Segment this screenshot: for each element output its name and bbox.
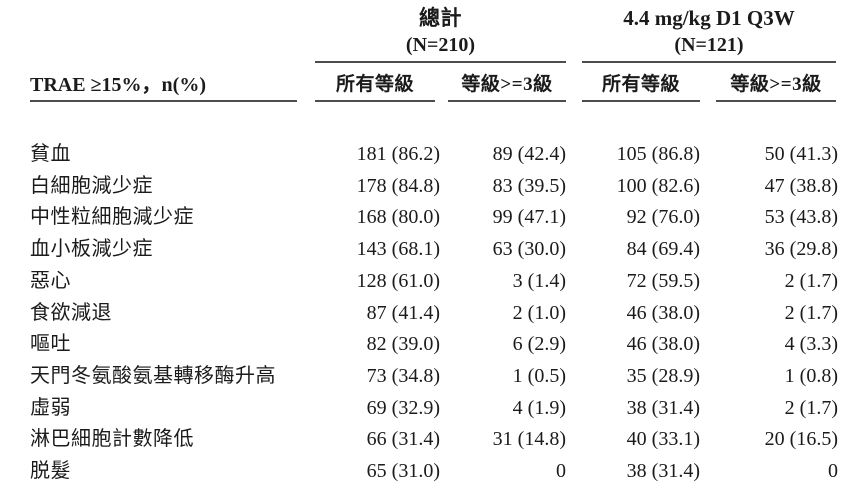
table-row: 貧血 181 (86.2) 89 (42.4) 105 (86.8) 50 (4… xyxy=(0,141,865,167)
group-n-dose: (N=121) xyxy=(674,34,744,56)
rule-col-dose-all-grades xyxy=(582,100,700,102)
table-row: 虛弱 69 (32.9) 4 (1.9) 38 (31.4) 2 (1.7) xyxy=(0,395,865,421)
table-row: 嘔吐 82 (39.0) 6 (2.9) 46 (38.0) 4 (3.3) xyxy=(0,331,865,357)
total-all-grades-value: 82 (39.0) xyxy=(366,333,440,356)
group-n-total: (N=210) xyxy=(405,34,476,56)
dose-grade3plus-value: 53 (43.8) xyxy=(764,206,838,229)
total-grade3plus-value: 63 (30.0) xyxy=(492,238,566,261)
col-header-total-all-grades: 所有等級 xyxy=(335,74,414,95)
dose-all-grades-value: 46 (38.0) xyxy=(626,301,700,324)
total-all-grades-value: 168 (80.0) xyxy=(356,206,440,229)
group-header-total: 總計 xyxy=(419,6,462,30)
dose-all-grades-value: 92 (76.0) xyxy=(626,206,700,229)
total-grade3plus-value: 0 xyxy=(556,460,566,482)
dose-grade3plus-value: 50 (41.3) xyxy=(764,143,838,165)
adverse-event-label: 脱髮 xyxy=(30,460,71,482)
adverse-event-label: 虛弱 xyxy=(30,396,71,419)
dose-grade3plus-value: 2 (1.7) xyxy=(784,269,838,292)
col-header-total-grade3plus: 等級>=3級 xyxy=(461,74,553,95)
dose-all-grades-value: 38 (31.4) xyxy=(626,460,700,482)
table-row: 食欲減退 87 (41.4) 2 (1.0) 46 (38.0) 2 (1.7) xyxy=(0,300,865,326)
col-header-dose-grade3plus: 等級>=3級 xyxy=(730,74,822,95)
total-all-grades-value: 87 (41.4) xyxy=(366,301,440,324)
table-row: 血小板減少症 143 (68.1) 63 (30.0) 84 (69.4) 36… xyxy=(0,236,865,262)
total-all-grades-value: 178 (84.8) xyxy=(356,174,440,197)
adverse-event-label: 食欲減退 xyxy=(30,301,112,324)
table-row: 白細胞減少症 178 (84.8) 83 (39.5) 100 (82.6) 4… xyxy=(0,173,865,199)
total-all-grades-value: 143 (68.1) xyxy=(356,238,440,261)
dose-grade3plus-value: 1 (0.8) xyxy=(784,364,838,387)
dose-grade3plus-value: 4 (3.3) xyxy=(784,333,838,356)
total-grade3plus-value: 83 (39.5) xyxy=(492,174,566,197)
dose-grade3plus-value: 2 (1.7) xyxy=(784,396,838,419)
adverse-event-label: 淋巴細胞計數降低 xyxy=(30,428,194,451)
rule-under-row-header xyxy=(30,100,297,102)
total-all-grades-value: 128 (61.0) xyxy=(356,269,440,292)
col-header-dose-all-grades: 所有等級 xyxy=(601,74,680,95)
dose-grade3plus-value: 47 (38.8) xyxy=(764,174,838,197)
rule-under-dose-group xyxy=(582,61,836,63)
rule-col-total-all-grades xyxy=(315,100,435,102)
table-row: 惡心 128 (61.0) 3 (1.4) 72 (59.5) 2 (1.7) xyxy=(0,268,865,294)
table-row: 中性粒細胞減少症 168 (80.0) 99 (47.1) 92 (76.0) … xyxy=(0,204,865,230)
dose-all-grades-value: 35 (28.9) xyxy=(626,364,700,387)
dose-all-grades-value: 100 (82.6) xyxy=(616,174,700,197)
total-grade3plus-value: 99 (47.1) xyxy=(492,206,566,229)
table-row: 脱髮 65 (31.0) 0 38 (31.4) 0 xyxy=(0,458,865,484)
row-header-label: TRAE ≥15%，n(%) xyxy=(30,74,206,96)
table-row: 天門冬氨酸氨基轉移酶升高 73 (34.8) 1 (0.5) 35 (28.9)… xyxy=(0,363,865,389)
total-grade3plus-value: 89 (42.4) xyxy=(492,143,566,165)
dose-all-grades-value: 46 (38.0) xyxy=(626,333,700,356)
dose-all-grades-value: 105 (86.8) xyxy=(616,143,700,165)
total-all-grades-value: 66 (31.4) xyxy=(366,428,440,451)
adverse-event-label: 白細胞減少症 xyxy=(30,174,153,197)
dose-all-grades-value: 40 (33.1) xyxy=(626,428,700,451)
dose-all-grades-value: 72 (59.5) xyxy=(626,269,700,292)
total-all-grades-value: 65 (31.0) xyxy=(366,460,440,482)
total-all-grades-value: 181 (86.2) xyxy=(356,143,440,165)
rule-col-total-grade3plus xyxy=(448,100,566,102)
group-header-dose: 4.4 mg/kg D1 Q3W xyxy=(623,6,795,30)
total-grade3plus-value: 1 (0.5) xyxy=(512,364,566,387)
total-grade3plus-value: 31 (14.8) xyxy=(492,428,566,451)
adverse-event-label: 天門冬氨酸氨基轉移酶升高 xyxy=(30,364,276,387)
dose-all-grades-value: 38 (31.4) xyxy=(626,396,700,419)
total-grade3plus-value: 4 (1.9) xyxy=(512,396,566,419)
dose-grade3plus-value: 2 (1.7) xyxy=(784,301,838,324)
total-all-grades-value: 73 (34.8) xyxy=(366,364,440,387)
adverse-event-label: 血小板減少症 xyxy=(30,238,153,261)
dose-all-grades-value: 84 (69.4) xyxy=(626,238,700,261)
adverse-event-label: 惡心 xyxy=(30,269,71,292)
dose-grade3plus-value: 20 (16.5) xyxy=(764,428,838,451)
dose-grade3plus-value: 0 xyxy=(828,460,838,482)
adverse-event-label: 中性粒細胞減少症 xyxy=(30,206,194,229)
total-grade3plus-value: 6 (2.9) xyxy=(512,333,566,356)
adverse-event-label: 貧血 xyxy=(30,143,71,165)
total-all-grades-value: 69 (32.9) xyxy=(366,396,440,419)
total-grade3plus-value: 3 (1.4) xyxy=(512,269,566,292)
rule-col-dose-grade3plus xyxy=(716,100,836,102)
table-row: 淋巴細胞計數降低 66 (31.4) 31 (14.8) 40 (33.1) 2… xyxy=(0,426,865,452)
adverse-event-label: 嘔吐 xyxy=(30,333,71,356)
dose-grade3plus-value: 36 (29.8) xyxy=(764,238,838,261)
rule-under-total-group xyxy=(315,61,566,63)
total-grade3plus-value: 2 (1.0) xyxy=(512,301,566,324)
